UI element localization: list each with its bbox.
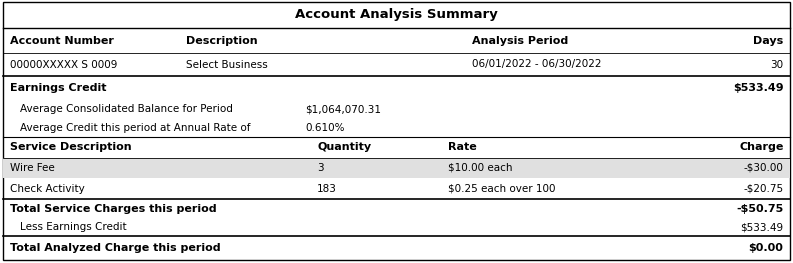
Text: Charge: Charge [739,143,783,153]
Text: Quantity: Quantity [317,143,371,153]
Text: Account Analysis Summary: Account Analysis Summary [295,8,498,22]
Text: 06/01/2022 - 06/30/2022: 06/01/2022 - 06/30/2022 [472,59,601,69]
Text: Service Description: Service Description [10,143,131,153]
Text: Days: Days [753,36,783,45]
Text: $533.49: $533.49 [733,83,783,93]
Text: $0.25 each over 100: $0.25 each over 100 [448,184,556,194]
Text: $10.00 each: $10.00 each [448,163,512,173]
Text: -$30.00: -$30.00 [744,163,783,173]
Text: Account Number: Account Number [10,36,113,45]
Text: Wire Fee: Wire Fee [10,163,54,173]
Text: Description: Description [186,36,258,45]
Text: 0.610%: 0.610% [305,123,345,133]
Text: Rate: Rate [448,143,477,153]
Text: -$20.75: -$20.75 [743,184,783,194]
Text: $0.00: $0.00 [749,243,783,253]
Text: -$50.75: -$50.75 [736,204,783,214]
Bar [3,158,790,178]
Text: Total Service Charges this period: Total Service Charges this period [10,204,216,214]
Text: Analysis Period: Analysis Period [472,36,568,45]
Text: Select Business: Select Business [186,59,268,69]
Text: Less Earnings Credit: Less Earnings Credit [20,222,126,232]
Text: 183: 183 [317,184,337,194]
Text: 00000XXXXX S 0009: 00000XXXXX S 0009 [10,59,117,69]
Text: Check Activity: Check Activity [10,184,84,194]
Text: 30: 30 [770,59,783,69]
Text: Total Analyzed Charge this period: Total Analyzed Charge this period [10,243,220,253]
Text: Average Consolidated Balance for Period: Average Consolidated Balance for Period [20,104,232,114]
Text: Average Credit this period at Annual Rate of: Average Credit this period at Annual Rat… [20,123,251,133]
Text: $1,064,070.31: $1,064,070.31 [305,104,381,114]
Text: $533.49: $533.49 [741,222,783,232]
Text: 3: 3 [317,163,324,173]
Text: Earnings Credit: Earnings Credit [10,83,106,93]
